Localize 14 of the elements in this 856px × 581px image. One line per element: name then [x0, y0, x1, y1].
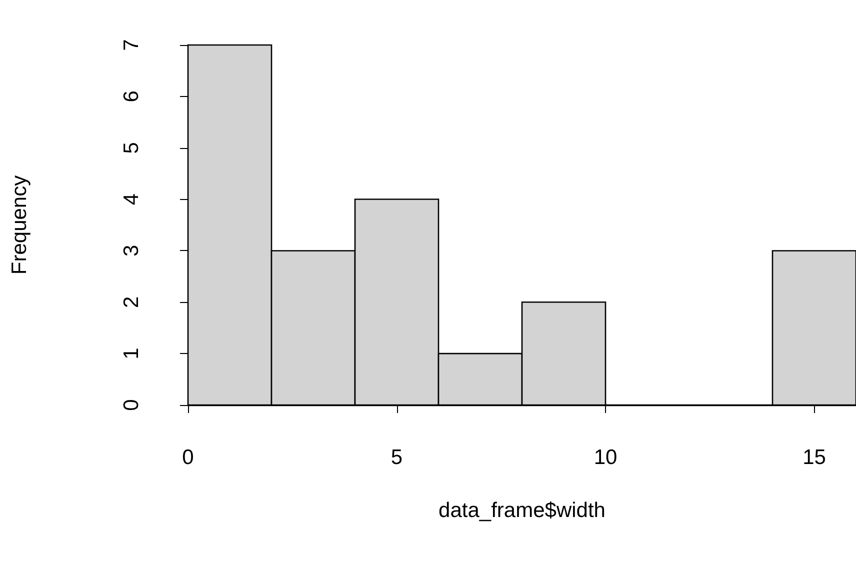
y-tick-label: 7 — [120, 39, 143, 51]
x-axis-title: data_frame$width — [438, 499, 606, 522]
y-axis-title: Frequency — [8, 174, 31, 275]
y-tick-label: 5 — [120, 142, 143, 154]
x-tick-label: 5 — [390, 446, 403, 469]
y-tick-label: 3 — [120, 244, 143, 257]
x-tick-label: 15 — [802, 446, 826, 469]
x-tick-label: 10 — [594, 446, 618, 469]
y-tick-label: 2 — [120, 296, 143, 308]
y-tick-label: 1 — [120, 348, 143, 360]
y-tick-label: 4 — [120, 193, 143, 206]
y-tick-label: 6 — [120, 90, 143, 102]
x-tick-label: 0 — [182, 446, 194, 469]
y-tick-label: 0 — [120, 399, 143, 411]
